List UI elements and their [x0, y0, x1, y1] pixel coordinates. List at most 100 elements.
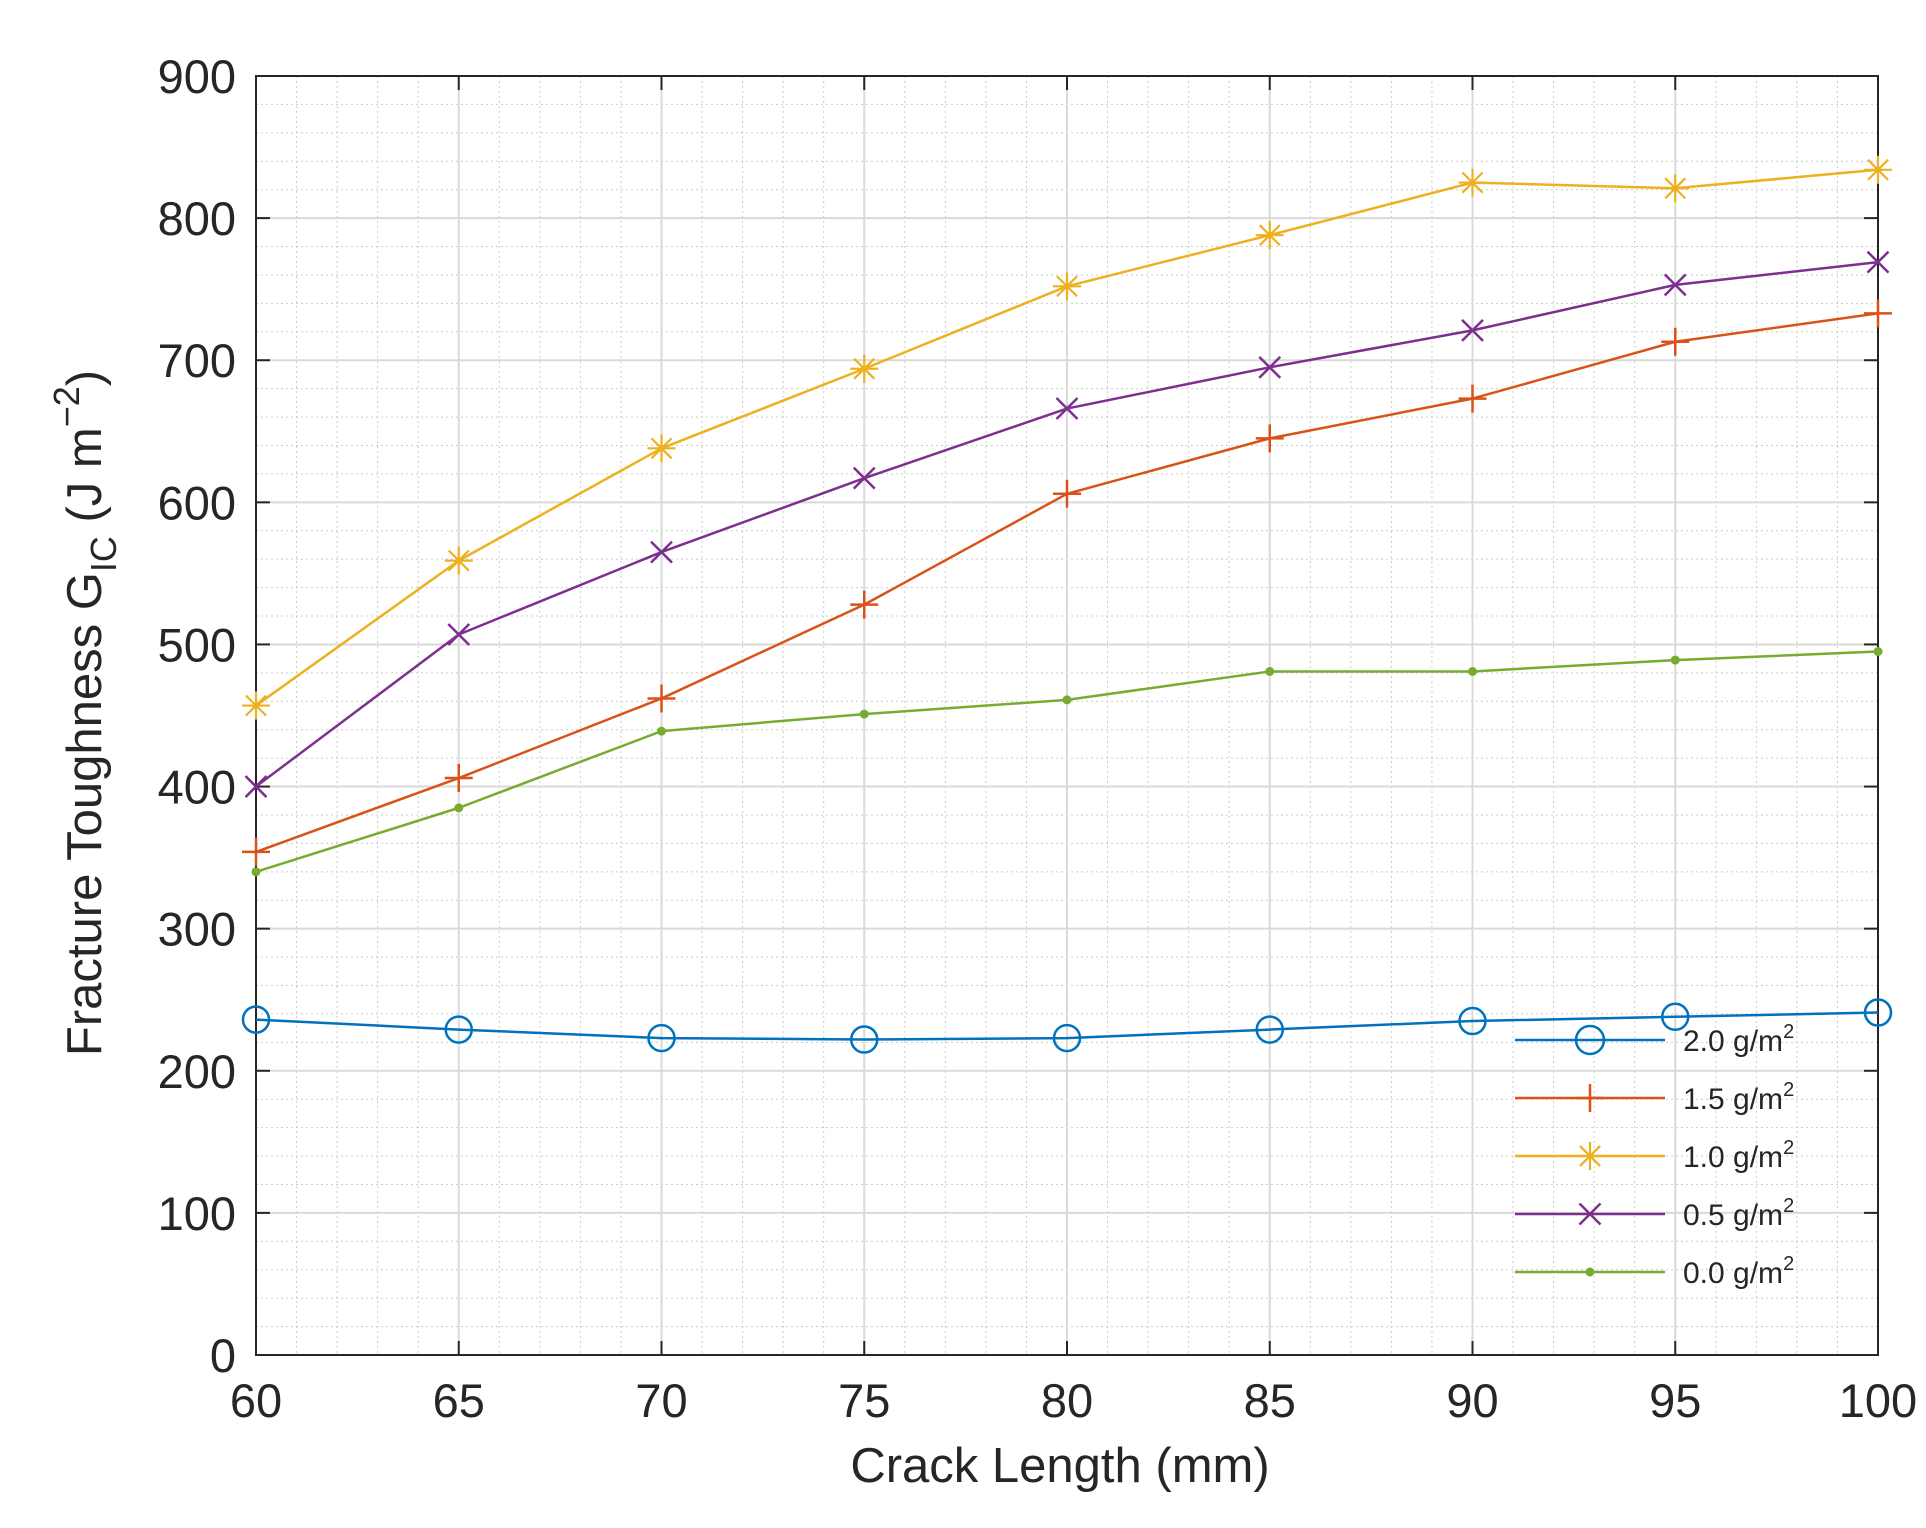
data-point-4-7 [1670, 655, 1680, 665]
x-tick-label: 85 [1244, 1374, 1296, 1427]
legend-label-text: 1.5 g/m [1683, 1083, 1783, 1116]
data-point-2-1 [444, 546, 473, 575]
legend-label-superscript: 2 [1783, 1021, 1794, 1043]
series-line-0 [255, 1011, 1879, 1041]
y-axis-label: Fracture Toughness GIC (J m−2) [46, 370, 124, 1056]
data-point-1-5 [1255, 424, 1284, 453]
x-tick-labels: 60 65 70 75 80 85 90 95 100 [230, 1374, 1917, 1427]
data-point-4-3 [859, 709, 869, 719]
x-tick-label: 90 [1446, 1374, 1498, 1427]
y-tick-label: 600 [158, 476, 236, 529]
legend-marker-0 [1574, 1024, 1606, 1056]
data-point-1-4 [1053, 479, 1081, 508]
y-tick-label: 200 [158, 1045, 236, 1098]
legend-entry-3: 0.5 g/m2 [1515, 1195, 1794, 1232]
legend-label-text: 0.5 g/m [1683, 1199, 1783, 1232]
data-point-3-5 [1258, 355, 1282, 379]
x-tick-label: 65 [433, 1374, 485, 1427]
data-point-2-2 [647, 434, 676, 463]
data-point-1-3 [850, 590, 879, 619]
y-tick-label: 300 [158, 903, 236, 956]
data-point-3-3 [852, 466, 876, 490]
data-point-4-1 [454, 803, 464, 813]
series-1 [242, 299, 1892, 866]
data-point-2-8 [1864, 155, 1892, 184]
data-point-2-6 [1458, 168, 1487, 197]
data-point-2-5 [1255, 221, 1284, 250]
x-tick-label: 75 [838, 1374, 890, 1427]
legend-label-superscript: 2 [1783, 1079, 1794, 1101]
legend-marker-3 [1578, 1202, 1602, 1226]
y-axis-label-subscript: IC [83, 536, 124, 572]
data-point-2-4 [1053, 272, 1081, 301]
x-tick-label: 95 [1649, 1374, 1701, 1427]
legend-label-superscript: 2 [1783, 1253, 1794, 1275]
x-tick-label: 80 [1041, 1374, 1093, 1427]
data-point-2-3 [850, 354, 879, 383]
data-point-0-8 [1863, 998, 1893, 1027]
data-point-3-7 [1663, 273, 1687, 297]
data-point-3-0 [244, 775, 268, 798]
data-point-0-6 [1458, 1006, 1487, 1036]
data-point-1-1 [444, 764, 473, 793]
y-axis-label-unit-close: ) [58, 370, 112, 386]
data-point-3-1 [447, 623, 471, 646]
data-point-2-7 [1661, 174, 1690, 203]
legend-marker-1 [1576, 1084, 1604, 1112]
data-point-0-2 [647, 1023, 676, 1053]
x-axis-label: Crack Length (mm) [850, 1439, 1269, 1493]
data-point-1-6 [1458, 384, 1487, 413]
data-point-1-0 [242, 837, 270, 866]
legend-entry-4: 0.0 g/m2 [1515, 1253, 1794, 1290]
data-point-3-4 [1055, 397, 1079, 420]
data-point-3-6 [1461, 318, 1484, 342]
legend-entry-2: 1.0 g/m2 [1515, 1137, 1794, 1174]
series-4 [251, 647, 1883, 877]
y-tick-label: 900 [158, 50, 236, 103]
data-point-4-4 [1062, 695, 1072, 705]
y-tick-label: 500 [158, 618, 236, 671]
x-tick-label: 70 [635, 1374, 687, 1427]
series-layer [241, 155, 1893, 1054]
series-2 [242, 155, 1892, 720]
data-point-4-5 [1265, 666, 1275, 676]
legend-label-2: 1.0 g/m2 [1683, 1137, 1794, 1174]
y-axis-label-main: Fracture Toughness G [58, 572, 112, 1056]
data-point-0-0 [241, 1005, 271, 1034]
data-point-1-7 [1661, 327, 1690, 356]
series-0 [241, 998, 1893, 1054]
legend-label-text: 1.0 g/m [1683, 1141, 1783, 1174]
data-point-4-2 [657, 726, 666, 736]
series-3 [244, 250, 1890, 798]
legend-label-4: 0.0 g/m2 [1683, 1253, 1794, 1290]
y-tick-labels: 0 100 200 300 400 500 600 700 800 900 [158, 50, 236, 1382]
y-axis-label-unit-open: (J m [58, 427, 112, 536]
data-point-0-7 [1661, 1002, 1690, 1032]
legend-label-3: 0.5 g/m2 [1683, 1195, 1794, 1232]
data-point-0-1 [444, 1015, 473, 1044]
y-tick-label: 400 [158, 761, 236, 814]
data-point-1-8 [1864, 299, 1892, 328]
y-tick-label: 800 [158, 192, 236, 245]
legend-marker-2 [1576, 1142, 1604, 1170]
data-point-3-2 [650, 540, 673, 564]
y-tick-label: 700 [158, 334, 236, 387]
data-point-1-2 [647, 684, 676, 713]
data-point-3-8 [1866, 250, 1890, 274]
legend-label-text: 2.0 g/m [1683, 1025, 1783, 1058]
data-point-0-4 [1052, 1023, 1082, 1053]
legend-label-1: 1.5 g/m2 [1683, 1079, 1794, 1116]
legend-label-superscript: 2 [1783, 1137, 1794, 1159]
data-point-0-3 [850, 1025, 879, 1054]
data-point-4-8 [1873, 647, 1883, 657]
y-axis-label-exponent: −2 [46, 386, 87, 427]
data-point-0-5 [1255, 1015, 1284, 1044]
axis-ticks [255, 75, 1879, 1356]
x-tick-label: 60 [230, 1374, 282, 1427]
data-point-4-6 [1468, 666, 1477, 676]
legend-label-superscript: 2 [1783, 1195, 1794, 1217]
legend-entry-0: 2.0 g/m2 [1515, 1021, 1794, 1058]
y-tick-label: 100 [158, 1187, 236, 1240]
